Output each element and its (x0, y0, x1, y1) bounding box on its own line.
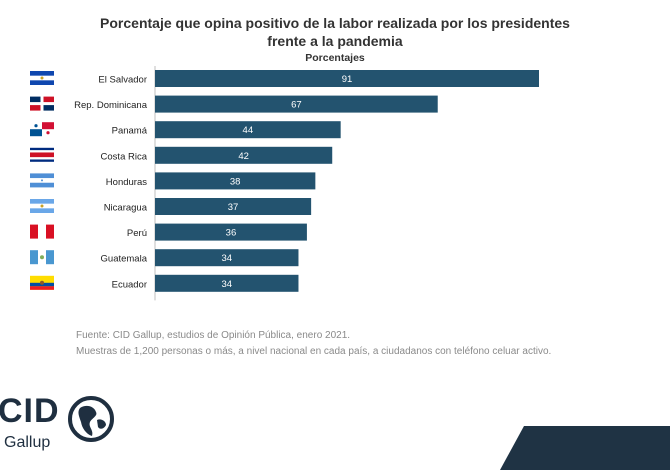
data-label: 34 (221, 253, 232, 264)
bar (155, 198, 312, 215)
category-label: Ecuador (112, 279, 147, 290)
logo-text: CID (0, 392, 60, 431)
dominican-republic-flag (30, 96, 54, 111)
chart-title: Porcentaje que opina positivo de la labo… (0, 14, 670, 50)
ecuador-flag (30, 275, 54, 290)
data-label: 34 (221, 279, 232, 290)
bar (155, 146, 333, 164)
data-label: 37 (228, 202, 239, 213)
source-line2: Muestras de 1,200 personas o más, a nive… (76, 346, 552, 357)
chart-subtitle: Porcentajes (305, 52, 365, 64)
bar (155, 121, 341, 139)
nicaragua-flag (30, 199, 54, 213)
bar (155, 249, 299, 267)
data-label: 91 (342, 74, 353, 85)
logo-subtext: Gallup (4, 434, 51, 451)
bar (155, 223, 307, 241)
bar-chart: El Salvador 91 Rep. Dominicana 67 Panamá 44 Co… (30, 66, 539, 301)
data-label: 67 (291, 100, 302, 111)
category-label: Rep. Dominicana (74, 100, 148, 111)
bar (155, 70, 539, 87)
el-salvador-flag (30, 71, 54, 85)
bar (155, 95, 438, 113)
guatemala-flag (30, 250, 54, 265)
category-label: El Salvador (98, 75, 147, 86)
data-label: 38 (230, 176, 241, 187)
peru-flag (30, 224, 54, 239)
category-label: Guatemala (101, 254, 148, 265)
globe-icon (68, 396, 114, 442)
honduras-flag (30, 173, 54, 188)
source-note: Fuente: CID Gallup, estudios de Opinión … (76, 328, 551, 360)
costa-rica-flag (30, 147, 54, 162)
chart-title-line2: frente a la pandemia (267, 33, 403, 49)
category-label: Panamá (112, 126, 148, 137)
bar (155, 172, 316, 190)
category-label: Honduras (106, 177, 147, 188)
logo-main: CID (0, 392, 60, 430)
panama-flag (30, 122, 54, 137)
category-label: Perú (127, 228, 147, 239)
category-label: Costa Rica (101, 151, 148, 162)
data-label: 36 (226, 228, 237, 239)
bar (155, 274, 299, 292)
chart-title-line1: Porcentaje que opina positivo de la labo… (100, 15, 570, 31)
source-line1: Fuente: CID Gallup, estudios de Opinión … (76, 330, 351, 341)
data-label: 42 (238, 151, 249, 162)
data-label: 44 (243, 125, 254, 136)
category-label: Nicaragua (104, 203, 148, 214)
